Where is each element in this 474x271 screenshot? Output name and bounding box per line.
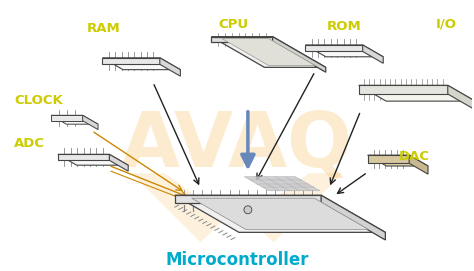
Polygon shape <box>363 45 383 63</box>
Text: AVAQ: AVAQ <box>121 109 353 183</box>
Polygon shape <box>102 58 181 70</box>
Polygon shape <box>305 45 363 51</box>
Polygon shape <box>160 58 181 76</box>
Polygon shape <box>109 154 128 171</box>
Polygon shape <box>359 85 474 101</box>
Text: ADC: ADC <box>14 137 46 150</box>
Polygon shape <box>174 195 321 203</box>
Polygon shape <box>448 85 474 110</box>
Polygon shape <box>359 85 448 94</box>
Circle shape <box>244 206 252 214</box>
Polygon shape <box>51 115 98 124</box>
Text: DAC: DAC <box>398 150 429 163</box>
Polygon shape <box>321 195 385 240</box>
Text: I/O: I/O <box>436 18 457 31</box>
Polygon shape <box>211 37 273 41</box>
Polygon shape <box>244 177 320 191</box>
Text: RAM: RAM <box>87 22 120 35</box>
Polygon shape <box>273 37 326 72</box>
Polygon shape <box>191 198 368 229</box>
Polygon shape <box>174 195 385 232</box>
Polygon shape <box>409 155 428 174</box>
Polygon shape <box>305 45 383 57</box>
Polygon shape <box>102 58 160 64</box>
Polygon shape <box>368 155 428 166</box>
Polygon shape <box>51 115 82 121</box>
Polygon shape <box>58 154 128 165</box>
Text: CPU: CPU <box>218 18 248 31</box>
Polygon shape <box>222 38 315 66</box>
Polygon shape <box>131 173 343 243</box>
Text: CLOCK: CLOCK <box>14 94 63 107</box>
Polygon shape <box>82 115 98 130</box>
Text: ROM: ROM <box>327 20 362 33</box>
Polygon shape <box>58 154 109 160</box>
Polygon shape <box>368 155 409 163</box>
Text: Microcontroller: Microcontroller <box>165 251 309 269</box>
Polygon shape <box>211 37 326 67</box>
